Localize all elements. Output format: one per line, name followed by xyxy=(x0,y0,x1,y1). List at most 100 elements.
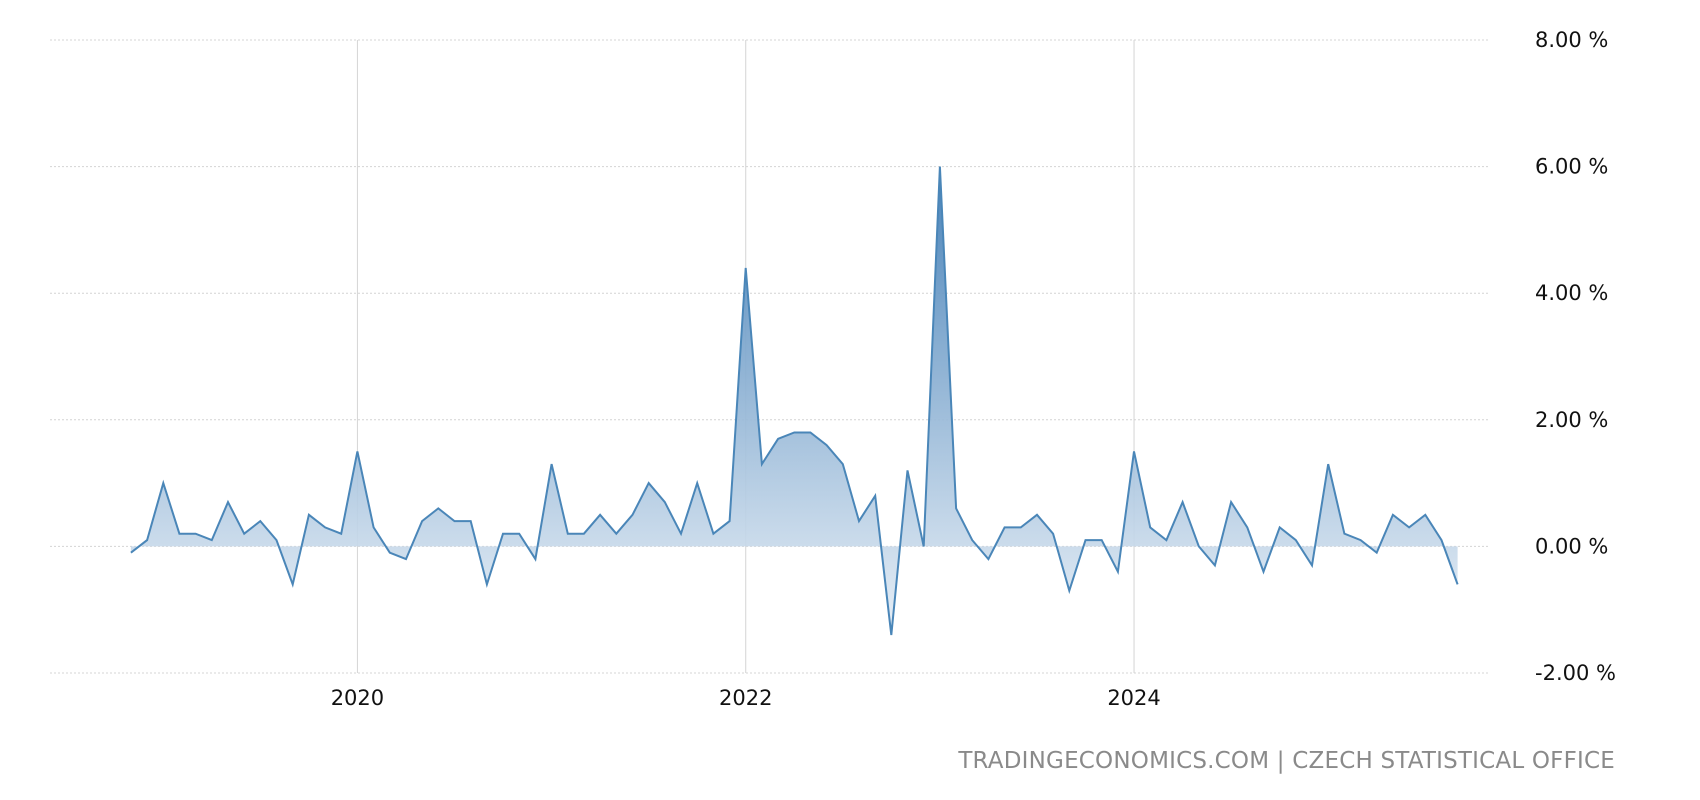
data-point[interactable] xyxy=(465,515,477,527)
data-point[interactable] xyxy=(885,629,897,641)
data-point[interactable] xyxy=(837,458,849,470)
y-tick-label: -2.00 % xyxy=(1535,661,1616,685)
y-tick-label: 0.00 % xyxy=(1535,534,1608,558)
data-point[interactable] xyxy=(740,262,752,274)
data-point[interactable] xyxy=(368,521,380,533)
data-point[interactable] xyxy=(1015,521,1027,533)
data-point[interactable] xyxy=(432,502,444,514)
data-point[interactable] xyxy=(400,553,412,565)
data-point[interactable] xyxy=(1258,566,1270,578)
y-tick-label: 2.00 % xyxy=(1535,408,1608,432)
data-point[interactable] xyxy=(222,496,234,508)
x-axis: 2020 2022 2024 xyxy=(331,686,1161,710)
data-point[interactable] xyxy=(1193,540,1205,552)
data-point[interactable] xyxy=(562,528,574,540)
data-point[interactable] xyxy=(1419,509,1431,521)
source-credit[interactable]: TRADINGECONOMICS.COM | CZECH STATISTICAL… xyxy=(958,748,1615,774)
data-point[interactable] xyxy=(934,161,946,173)
data-point[interactable] xyxy=(724,515,736,527)
data-point[interactable] xyxy=(190,528,202,540)
data-point[interactable] xyxy=(1338,528,1350,540)
data-point[interactable] xyxy=(206,534,218,546)
data-point[interactable] xyxy=(1112,566,1124,578)
y-tick-label: 6.00 % xyxy=(1535,155,1608,179)
y-tick-label: 8.00 % xyxy=(1535,28,1608,52)
data-point[interactable] xyxy=(546,458,558,470)
data-point[interactable] xyxy=(804,427,816,439)
data-point[interactable] xyxy=(853,515,865,527)
data-point[interactable] xyxy=(1047,528,1059,540)
y-tick-label: 4.00 % xyxy=(1535,281,1608,305)
data-point[interactable] xyxy=(869,490,881,502)
x-tick-label: 2024 xyxy=(1107,686,1160,710)
data-point[interactable] xyxy=(1031,509,1043,521)
data-point[interactable] xyxy=(821,439,833,451)
data-point[interactable] xyxy=(497,528,509,540)
data-point[interactable] xyxy=(1436,534,1448,546)
data-point[interactable] xyxy=(1096,534,1108,546)
data-point[interactable] xyxy=(351,445,363,457)
data-point[interactable] xyxy=(141,534,153,546)
data-point[interactable] xyxy=(788,427,800,439)
data-point[interactable] xyxy=(1080,534,1092,546)
data-point[interactable] xyxy=(529,553,541,565)
data-point[interactable] xyxy=(1355,534,1367,546)
data-point[interactable] xyxy=(1241,521,1253,533)
data-point[interactable] xyxy=(918,540,930,552)
data-point[interactable] xyxy=(772,433,784,445)
data-point[interactable] xyxy=(1128,445,1140,457)
data-point[interactable] xyxy=(1387,509,1399,521)
data-point[interactable] xyxy=(594,509,606,521)
data-point[interactable] xyxy=(627,509,639,521)
data-point[interactable] xyxy=(449,515,461,527)
y-axis: 8.00 % 6.00 % 4.00 % 2.00 % 0.00 % -2.00 % xyxy=(1535,28,1616,685)
x-tick-label: 2022 xyxy=(719,686,772,710)
data-point[interactable] xyxy=(173,528,185,540)
data-point[interactable] xyxy=(481,578,493,590)
series-line xyxy=(125,161,1464,641)
data-point[interactable] xyxy=(659,496,671,508)
data-point[interactable] xyxy=(303,509,315,521)
data-point[interactable] xyxy=(271,534,283,546)
data-point[interactable] xyxy=(287,578,299,590)
data-point[interactable] xyxy=(1160,534,1172,546)
data-point[interactable] xyxy=(416,515,428,527)
data-point[interactable] xyxy=(125,547,137,559)
data-point[interactable] xyxy=(1144,521,1156,533)
data-point[interactable] xyxy=(1403,521,1415,533)
x-tick-label: 2020 xyxy=(331,686,384,710)
data-point[interactable] xyxy=(1452,578,1464,590)
data-point[interactable] xyxy=(999,521,1011,533)
data-point[interactable] xyxy=(1306,559,1318,571)
data-point[interactable] xyxy=(319,521,331,533)
data-point[interactable] xyxy=(966,534,978,546)
data-point[interactable] xyxy=(610,528,622,540)
data-point[interactable] xyxy=(1274,521,1286,533)
data-point[interactable] xyxy=(1177,496,1189,508)
data-point[interactable] xyxy=(578,528,590,540)
data-point[interactable] xyxy=(1290,534,1302,546)
data-point[interactable] xyxy=(1371,547,1383,559)
data-point[interactable] xyxy=(1225,496,1237,508)
series-area xyxy=(130,166,1458,635)
gridlines xyxy=(50,39,1490,674)
data-point[interactable] xyxy=(254,515,266,527)
data-point[interactable] xyxy=(1063,585,1075,597)
area-fill xyxy=(130,166,1458,635)
data-point[interactable] xyxy=(1209,559,1221,571)
data-point[interactable] xyxy=(1322,458,1334,470)
data-point[interactable] xyxy=(643,477,655,489)
data-point[interactable] xyxy=(157,477,169,489)
data-point[interactable] xyxy=(982,553,994,565)
data-point[interactable] xyxy=(707,528,719,540)
data-point[interactable] xyxy=(691,477,703,489)
data-point[interactable] xyxy=(756,458,768,470)
data-point[interactable] xyxy=(335,528,347,540)
data-point[interactable] xyxy=(902,464,914,476)
data-point[interactable] xyxy=(513,528,525,540)
data-point[interactable] xyxy=(950,502,962,514)
data-point[interactable] xyxy=(384,547,396,559)
data-point[interactable] xyxy=(238,528,250,540)
data-point[interactable] xyxy=(675,528,687,540)
